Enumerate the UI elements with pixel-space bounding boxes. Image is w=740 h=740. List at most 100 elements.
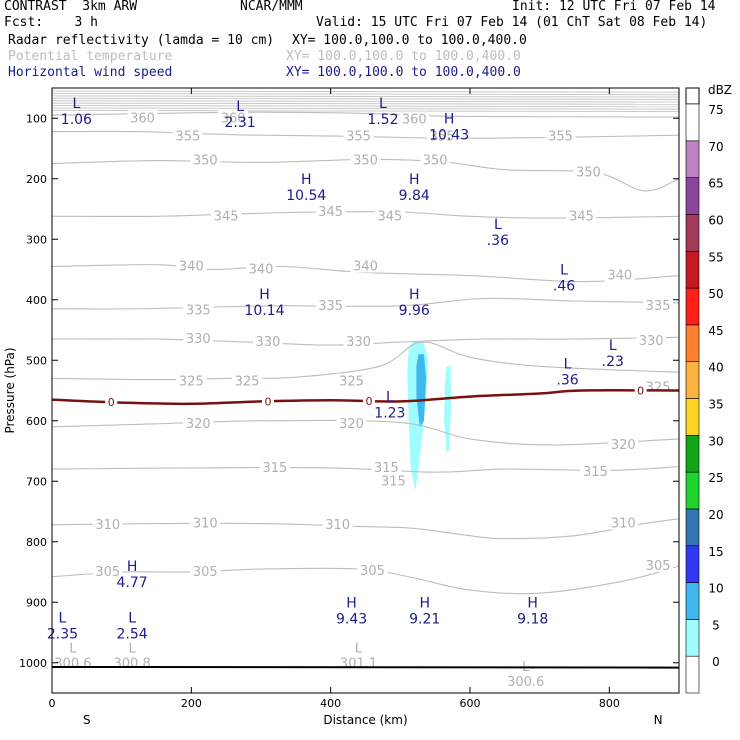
y-tick-label: 200 bbox=[26, 173, 47, 186]
x-tick-label: 400 bbox=[320, 697, 341, 710]
theta-contour-325 bbox=[51, 341, 680, 381]
theta-label-325: 325 bbox=[235, 374, 260, 389]
theta-label-330: 330 bbox=[346, 335, 371, 350]
theta-label-bg bbox=[343, 334, 374, 349]
theta-label-315: 315 bbox=[374, 461, 399, 476]
colorbar-box-75 bbox=[685, 103, 700, 142]
colorbar-box-25 bbox=[685, 471, 700, 510]
wind-high-marker: H bbox=[409, 172, 420, 188]
zero-contour-layer: 0 0 0 0 bbox=[51, 384, 680, 409]
theta-label-bg bbox=[176, 373, 207, 388]
theta-label-310: 310 bbox=[611, 517, 636, 532]
wind-low-marker: L bbox=[59, 610, 67, 626]
theta-label-bg bbox=[580, 464, 611, 479]
theta-label-bg bbox=[427, 128, 458, 143]
theta-label-355: 355 bbox=[430, 129, 455, 144]
theta-label-bg bbox=[315, 297, 346, 312]
y-tick-label: 100 bbox=[26, 112, 47, 125]
theta-label-315: 315 bbox=[263, 461, 288, 476]
wind-extremum-value: .23 bbox=[602, 354, 624, 370]
colorbar-box-60 bbox=[685, 214, 700, 252]
theta-label-315: 315 bbox=[583, 465, 608, 480]
zero-label-bg bbox=[634, 384, 647, 397]
theta-extremum-value: 301.1 bbox=[340, 657, 377, 672]
y-tick-label: 900 bbox=[26, 596, 47, 609]
colorbar-box-40 bbox=[685, 361, 700, 399]
theta-contour-350 bbox=[51, 158, 680, 192]
theta-label-340: 340 bbox=[249, 263, 274, 278]
wind-extremum-value: 1.06 bbox=[61, 112, 92, 128]
wind-extremum-value: 10.14 bbox=[244, 303, 284, 319]
theta-label-bg bbox=[183, 302, 214, 317]
theta-label-bg bbox=[315, 204, 346, 219]
theta-label-bg bbox=[643, 297, 674, 312]
theta-label-bg bbox=[322, 516, 353, 531]
colorbar-label-5: 5 bbox=[712, 618, 720, 632]
y-tick-label: 300 bbox=[26, 233, 47, 246]
theta-label-bg bbox=[545, 128, 576, 143]
theta-label-330: 330 bbox=[639, 334, 664, 349]
theta-label-350: 350 bbox=[353, 154, 378, 169]
y-tick-label: 1000 bbox=[19, 657, 47, 670]
theta-contour-upper-stack bbox=[51, 100, 680, 103]
theta-contour-335 bbox=[51, 297, 680, 310]
zero-contour-label: 0 bbox=[264, 395, 271, 408]
theta-contour-upper-stack bbox=[51, 102, 680, 105]
y-tick-label: 700 bbox=[26, 475, 47, 488]
theta-label-bg bbox=[190, 152, 221, 167]
theta-contour-upper-stack bbox=[51, 92, 680, 96]
wind-low-marker: L bbox=[494, 217, 502, 233]
organization-label: NCAR/MMM bbox=[240, 0, 303, 14]
zero-contour-label: 0 bbox=[108, 396, 115, 409]
field-label-theta: Potential temperature bbox=[8, 49, 173, 64]
theta-label-330: 330 bbox=[256, 335, 281, 350]
theta-label-bg bbox=[259, 459, 290, 474]
theta-label-bg bbox=[643, 557, 674, 572]
theta-label-bg bbox=[399, 111, 430, 126]
theta-contour-upper-stack bbox=[51, 105, 680, 108]
theta-label-bg bbox=[350, 152, 381, 167]
theta-label-bg bbox=[357, 562, 388, 577]
x-axis-label: Distance (km) bbox=[323, 713, 407, 727]
theta-label-bg bbox=[336, 373, 367, 388]
theta-label-bg bbox=[92, 516, 123, 531]
theta-label-310: 310 bbox=[95, 518, 120, 533]
wind-extremum-value: 10.43 bbox=[429, 127, 469, 143]
colorbar-label-45: 45 bbox=[708, 324, 723, 338]
x-tick-label: 0 bbox=[49, 697, 56, 710]
y-tick-label: 800 bbox=[26, 536, 47, 549]
theta-label-310: 310 bbox=[325, 518, 350, 533]
colorbar-box-70 bbox=[685, 140, 700, 178]
theta-extremum-marker: L bbox=[69, 642, 77, 657]
forecast-hour: Fcst: 3 h bbox=[4, 15, 98, 30]
theta-label-bg bbox=[183, 331, 214, 346]
colorbar-top-cap bbox=[685, 87, 700, 105]
theta-label-305: 305 bbox=[360, 564, 385, 579]
theta-label-340: 340 bbox=[353, 259, 378, 274]
theta-label-305: 305 bbox=[95, 565, 120, 580]
y-tick-label: 500 bbox=[26, 354, 47, 367]
theta-label-320: 320 bbox=[339, 417, 364, 432]
colorbar-box-20 bbox=[685, 508, 700, 547]
zero-contour-label: 0 bbox=[365, 395, 372, 408]
wind-extremum-value: 9.21 bbox=[409, 611, 440, 627]
theta-extremum-value: 300.8 bbox=[114, 657, 151, 672]
wind-low-marker: L bbox=[72, 96, 80, 112]
field-label-reflectivity: Radar reflectivity (lamda = 10 cm) bbox=[8, 33, 275, 48]
axes-layer: 100 200 300 400 500 600 700 800 900 1000 0 200 400 60… bbox=[3, 87, 680, 727]
wind-high-marker: H bbox=[444, 111, 455, 127]
x-end-label-south: S bbox=[83, 713, 91, 727]
theta-label-305: 305 bbox=[646, 559, 671, 574]
model-title: CONTRAST 3km ARW bbox=[4, 0, 138, 14]
theta-label-bg bbox=[371, 459, 402, 474]
colorbar-label-75: 75 bbox=[708, 103, 723, 117]
theta-label-bg bbox=[636, 332, 667, 347]
wind-extremum-value: 2.54 bbox=[117, 626, 148, 642]
theta-label-bg bbox=[176, 258, 207, 273]
theta-label-355: 355 bbox=[175, 129, 200, 144]
wind-extremum-value: 10.54 bbox=[286, 188, 326, 204]
theta-label-325: 325 bbox=[179, 374, 204, 389]
theta-extremum-value: 300.6 bbox=[54, 657, 91, 672]
theta-label-350: 350 bbox=[193, 154, 218, 169]
colorbar-box-5 bbox=[685, 619, 700, 657]
